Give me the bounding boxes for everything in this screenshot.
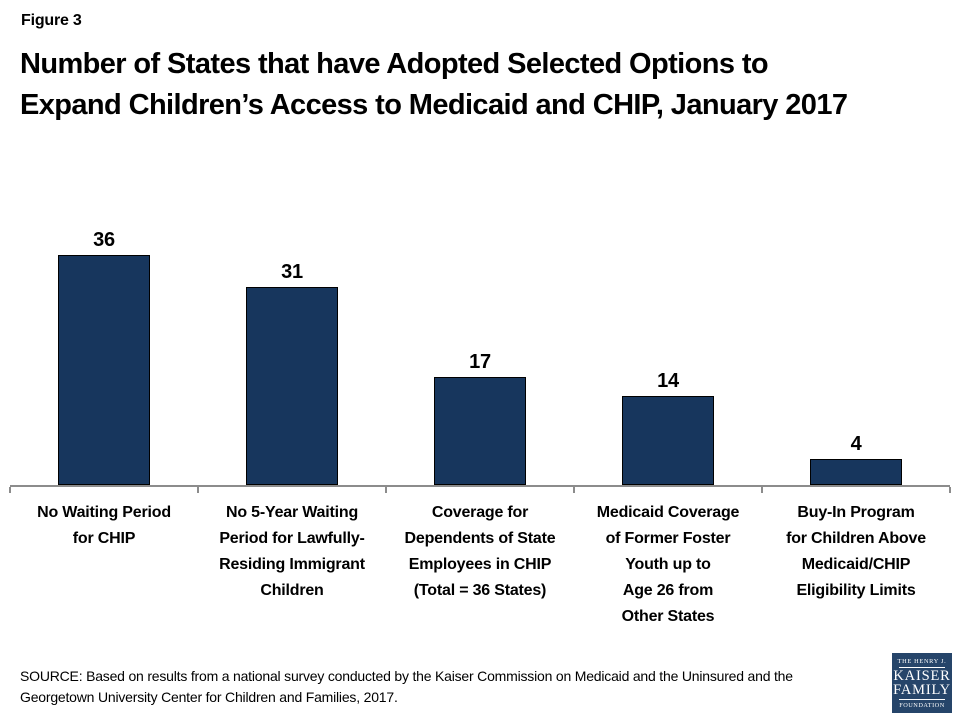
axis-tick: [573, 487, 575, 493]
x-axis-line: [9, 485, 951, 493]
bar-group: 4: [762, 433, 950, 485]
bar: [246, 287, 338, 485]
logo-text-henry: THE HENRY J.: [897, 658, 947, 665]
kff-logo: THE HENRY J. KAISER FAMILY FOUNDATION: [892, 653, 952, 713]
axis-tick: [761, 487, 763, 493]
bar-value-label: 14: [657, 370, 679, 392]
bar-value-label: 17: [469, 351, 491, 373]
logo-divider-bottom: [899, 699, 945, 700]
figure-label: Figure 3: [21, 12, 82, 29]
logo-text-family: FAMILY: [893, 682, 951, 698]
axis-tick: [9, 487, 11, 493]
logo-divider-top: [899, 667, 945, 668]
bar: [622, 396, 714, 485]
bar-group: 36: [10, 229, 198, 485]
axis-tick: [385, 487, 387, 493]
chart-title: Number of States that have Adopted Selec…: [20, 48, 848, 121]
logo-text-foundation: FOUNDATION: [899, 702, 945, 709]
category-label: Buy-In Program for Children Above Medica…: [786, 504, 926, 599]
bar-group: 31: [198, 261, 386, 485]
logo-text-kaiser: KAISER: [893, 668, 951, 684]
bar-value-label: 4: [850, 433, 862, 455]
bar-group: 17: [386, 351, 574, 485]
plot-area: 36 31 17 14 4: [10, 229, 950, 485]
category-label: No Waiting Period for CHIP: [37, 504, 171, 547]
category-label: Medicaid Coverage of Former Foster Youth…: [596, 504, 740, 625]
bar: [810, 459, 902, 485]
bars-row: 36 31 17 14 4: [10, 229, 950, 485]
bar-value-label: 31: [281, 261, 303, 283]
category-labels-row: No Waiting Period for CHIP No 5-Year Wait…: [10, 487, 950, 630]
bar-group: 14: [574, 370, 762, 485]
category-label: Coverage for Dependents of State Employe…: [404, 504, 556, 599]
bar-chart: 36 31 17 14 4 No Waiting Period for CHIP No 5…: [9, 229, 951, 630]
axis-tick: [197, 487, 199, 493]
bar-value-label: 36: [93, 229, 115, 251]
bar: [58, 255, 150, 485]
source-note: SOURCE: Based on results from a national…: [20, 668, 793, 705]
axis-tick: [949, 487, 951, 493]
bar: [434, 377, 526, 485]
category-label: No 5-Year Waiting Period for Lawfully- R…: [219, 504, 365, 599]
